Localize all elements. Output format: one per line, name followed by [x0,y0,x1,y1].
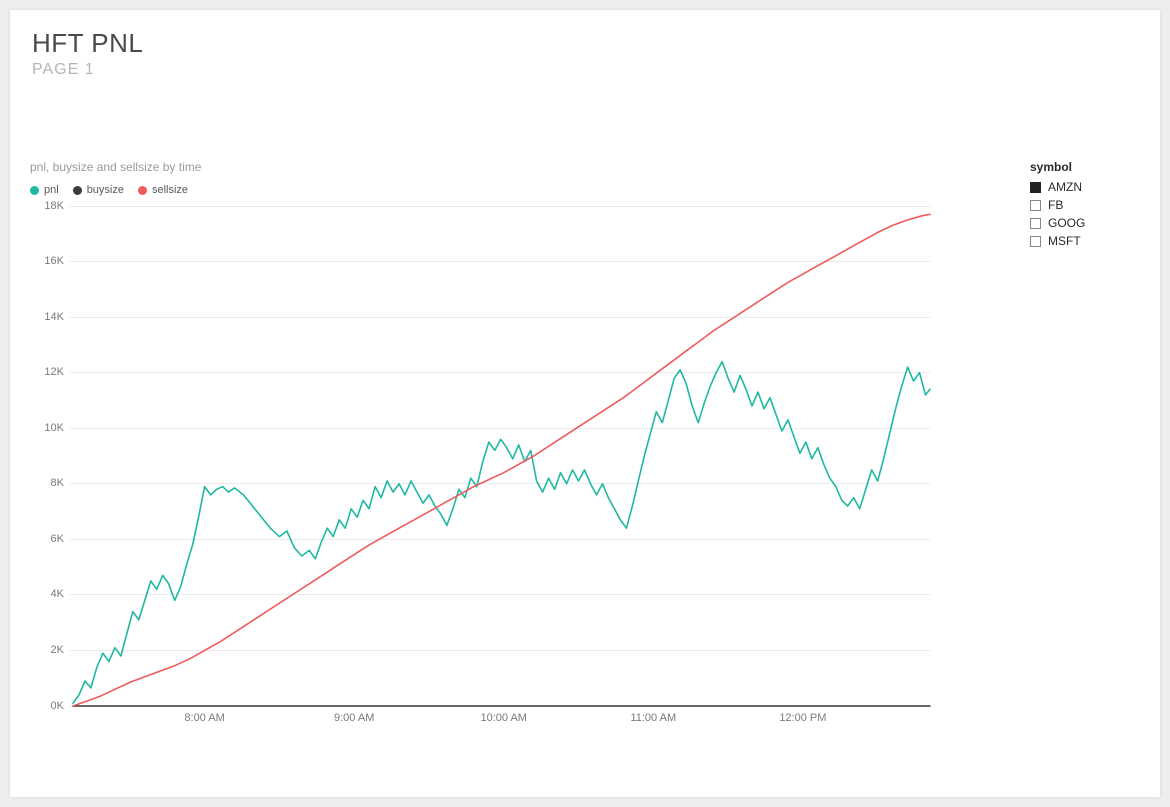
legend-item[interactable]: sellsize [138,184,188,196]
legend-item[interactable]: buysize [73,184,124,196]
x-tick-label: 11:00 AM [630,712,676,724]
y-tick-label: 2K [51,644,64,656]
filter-item-label: GOOG [1048,216,1085,230]
y-tick-label: 16K [44,255,64,267]
y-tick-label: 14K [44,311,64,323]
legend-label: buysize [87,184,124,196]
x-tick-label: 8:00 AM [184,712,224,724]
chart-subtitle: pnl, buysize and sellsize by time [30,160,1020,174]
y-tick-label: 0K [51,700,64,712]
y-tick-label: 12K [44,366,64,378]
symbol-filter-panel: symbol AMZN FB GOOG MSFT [1030,160,1140,250]
checkbox-icon[interactable] [1030,200,1041,211]
y-tick-label: 8K [51,477,64,489]
series-sellsize [73,214,930,706]
legend-dot-icon [73,186,82,195]
filter-item[interactable]: GOOG [1030,214,1140,232]
y-tick-label: 6K [51,533,64,545]
filter-item[interactable]: MSFT [1030,232,1140,250]
y-tick-label: 10K [44,422,64,434]
filter-title: symbol [1030,160,1140,174]
legend-dot-icon [30,186,39,195]
page-body: pnl, buysize and sellsize by time pnl buy… [30,160,1140,777]
checkbox-icon[interactable] [1030,236,1041,247]
filter-item[interactable]: AMZN [1030,178,1140,196]
chart-legend: pnl buysize sellsize [30,184,1020,198]
plot-wrap: 0K2K4K6K8K10K12K14K16K18K 8:00 AM9:00 AM… [30,206,1020,746]
x-tick-label: 12:00 PM [779,712,826,724]
page-header: HFT PNL PAGE 1 [10,10,1160,83]
y-tick-label: 4K [51,588,64,600]
filter-item-label: AMZN [1048,180,1082,194]
y-axis: 0K2K4K6K8K10K12K14K16K18K [30,206,70,706]
x-axis: 8:00 AM 9:00 AM 10:00 AM 11:00 AM 12:00 PM [70,712,930,732]
legend-dot-icon [138,186,147,195]
checkbox-icon[interactable] [1030,182,1041,193]
x-tick-label: 9:00 AM [334,712,374,724]
filter-item-label: MSFT [1048,234,1081,248]
legend-item[interactable]: pnl [30,184,59,196]
plot-area[interactable] [70,206,930,706]
checkbox-icon[interactable] [1030,218,1041,229]
line-layer [70,206,930,706]
page-subtitle: PAGE 1 [32,61,1138,79]
y-tick-label: 18K [44,200,64,212]
filter-item-label: FB [1048,198,1063,212]
legend-label: sellsize [152,184,188,196]
chart-area: pnl, buysize and sellsize by time pnl buy… [30,160,1020,777]
filter-item[interactable]: FB [1030,196,1140,214]
x-tick-label: 10:00 AM [480,712,526,724]
report-page: HFT PNL PAGE 1 pnl, buysize and sellsize… [10,10,1160,797]
legend-label: pnl [44,184,59,196]
page-title: HFT PNL [32,28,1138,59]
